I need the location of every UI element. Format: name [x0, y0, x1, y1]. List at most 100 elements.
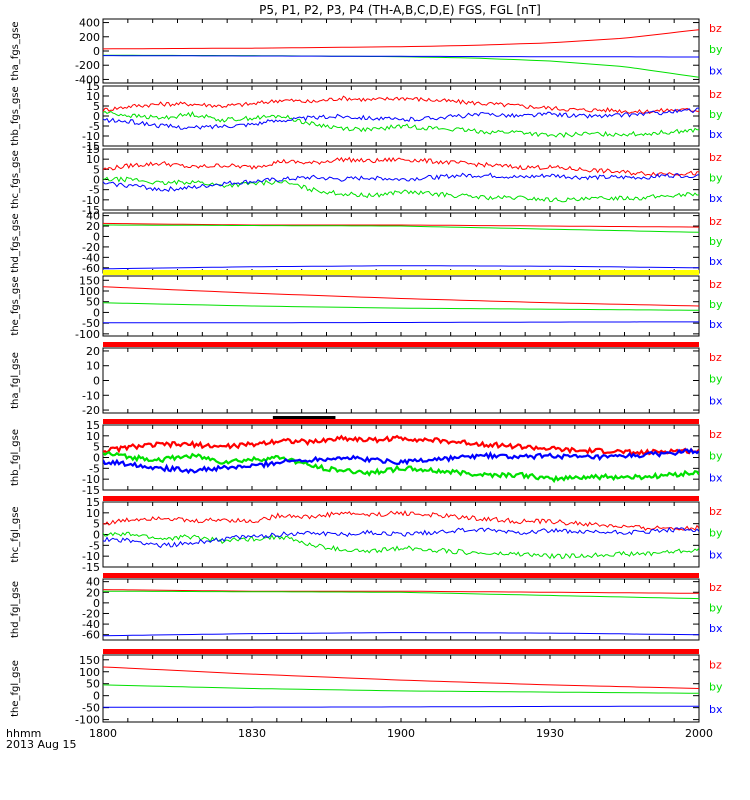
y-tick-label: 40 [86, 210, 100, 223]
y-tick-label: 50 [86, 678, 100, 691]
panel-frame [102, 275, 700, 337]
y-tick-label: 5 [93, 163, 100, 176]
panel-frame [102, 654, 700, 723]
y-tick-label: 20 [86, 345, 100, 358]
legend-bx: bx [709, 255, 723, 268]
series-bz [103, 589, 699, 594]
y-tick-label: 100 [79, 285, 100, 298]
series-by [103, 450, 699, 484]
series-by [103, 54, 699, 78]
y-tick-label: 50 [86, 296, 100, 309]
y-tick-label: 10 [86, 507, 100, 520]
y-tick-label: 10 [86, 360, 100, 373]
y-tick-label: 0 [93, 597, 100, 610]
y-tick-label: -20 [82, 404, 100, 417]
legend-bx: bx [709, 128, 723, 141]
y-tick-label: 0 [93, 110, 100, 123]
y-tick-label: -5 [89, 120, 100, 133]
legend-bz: bz [709, 215, 722, 228]
series-bz [103, 510, 699, 531]
legend-bz: bz [709, 88, 722, 101]
series-by [103, 110, 699, 138]
y-tick-label: 0 [93, 690, 100, 703]
y-tick-label: -40 [82, 251, 100, 264]
legend-bz: bz [709, 505, 722, 518]
y-tick-label: 400 [79, 17, 100, 30]
series-bx [103, 321, 699, 324]
legend-bz: bz [709, 151, 722, 164]
y-tick-label: -10 [82, 130, 100, 143]
y-axis-label: thd_fgs_gse [10, 213, 21, 272]
panel-frame [102, 578, 700, 641]
y-tick-label: -10 [82, 473, 100, 486]
series-bx [103, 447, 699, 475]
black-flag-bar [272, 416, 336, 419]
series-bx [103, 526, 699, 549]
y-axis-label: thc_fgl_gse [10, 506, 21, 562]
y-tick-label: -60 [82, 262, 100, 275]
flag-band [103, 342, 699, 347]
legend-bx: bx [709, 318, 723, 331]
legend-bz: bz [709, 581, 722, 594]
y-tick-label: 0 [93, 45, 100, 58]
legend-bx: bx [709, 471, 723, 484]
legend-bz: bz [709, 351, 722, 364]
legend-bx: bx [709, 192, 723, 205]
legend-bx: bx [709, 548, 723, 561]
flag-band [103, 270, 699, 275]
y-tick-label: 20 [86, 586, 100, 599]
series-bz [103, 29, 699, 50]
y-tick-label: 10 [86, 430, 100, 443]
legend-bz: bz [709, 658, 722, 671]
y-tick-label: 150 [79, 654, 100, 667]
x-tick-label: 1930 [536, 727, 564, 740]
y-tick-label: 0 [93, 375, 100, 388]
y-axis-label: thb_fgl_gse [10, 429, 21, 486]
legend-bx: bx [709, 703, 723, 716]
series-bx [103, 55, 699, 58]
series-by [103, 176, 699, 203]
y-tick-label: -50 [82, 702, 100, 715]
series-by [103, 684, 699, 694]
y-tick-label: -60 [82, 629, 100, 642]
panel-frame [102, 424, 700, 491]
y-axis-label: thb_fgs_gse [10, 86, 21, 145]
legend-by: by [709, 43, 723, 56]
series-bx [103, 172, 699, 193]
legend-by: by [709, 373, 723, 386]
y-tick-label: -50 [82, 317, 100, 330]
date-label: 2013 Aug 15 [6, 738, 76, 751]
y-tick-label: 10 [86, 153, 100, 166]
series-by [103, 590, 699, 600]
y-tick-label: 100 [79, 666, 100, 679]
legend-bx: bx [709, 64, 723, 77]
y-tick-label: -100 [75, 714, 100, 727]
y-tick-label: -20 [82, 607, 100, 620]
time-unit-label: hhmm [6, 727, 41, 740]
legend-bz: bz [709, 278, 722, 291]
y-tick-label: -40 [82, 618, 100, 631]
y-tick-label: 200 [79, 31, 100, 44]
legend-by: by [709, 527, 723, 540]
y-tick-label: 15 [86, 496, 100, 509]
y-tick-label: 150 [79, 274, 100, 287]
y-axis-label: the_fgl_gse [10, 660, 21, 717]
y-tick-label: 5 [93, 100, 100, 113]
y-tick-label: 20 [86, 220, 100, 233]
y-axis-label: tha_fgl_gse [10, 352, 21, 409]
series-bz [103, 156, 699, 177]
panel-frame [102, 18, 700, 84]
y-tick-label: -10 [82, 550, 100, 563]
series-by [103, 224, 699, 233]
series-by [103, 302, 699, 311]
legend-bx: bx [709, 622, 723, 635]
figure-title: P5, P1, P2, P3, P4 (TH-A,B,C,D,E) FGS, F… [259, 3, 541, 17]
y-axis-label: tha_fgs_gse [10, 21, 21, 80]
x-tick-label: 2000 [685, 727, 713, 740]
legend-bz: bz [709, 428, 722, 441]
y-tick-label: 40 [86, 576, 100, 589]
